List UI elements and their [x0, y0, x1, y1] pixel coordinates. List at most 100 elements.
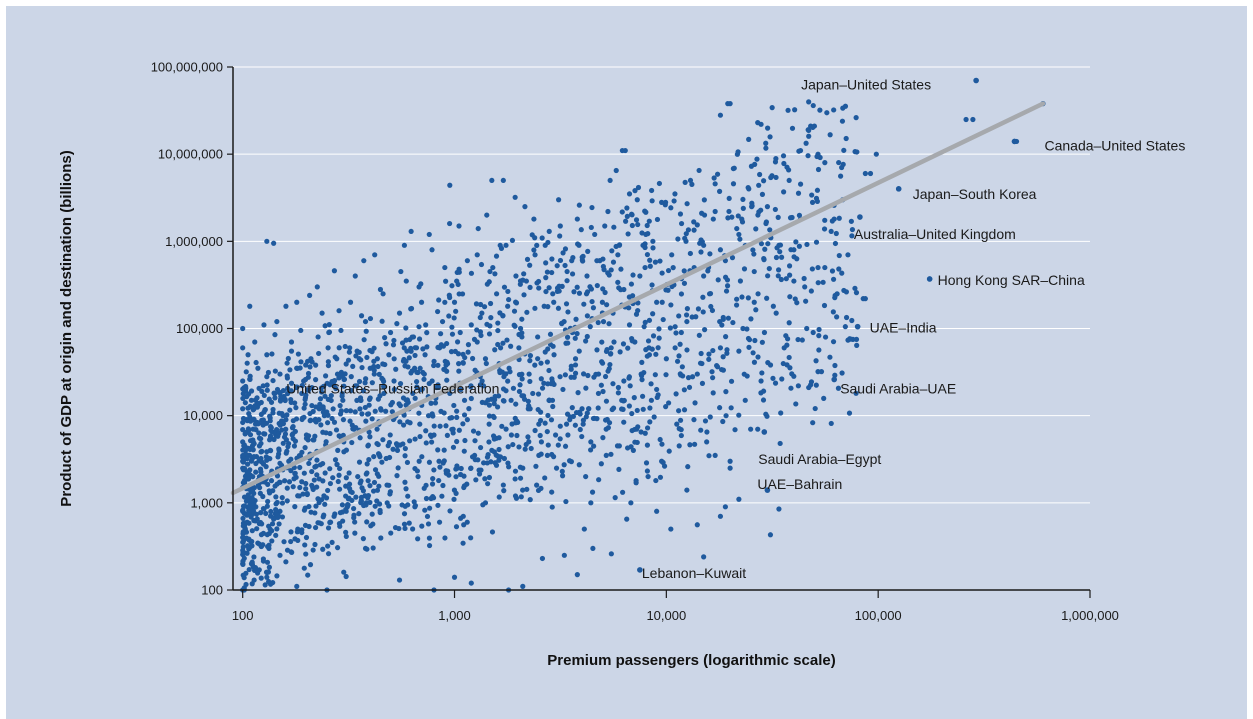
data-point — [341, 569, 347, 575]
data-point — [367, 347, 373, 354]
data-point — [341, 383, 347, 389]
data-point — [642, 264, 648, 271]
data-point — [634, 407, 640, 414]
data-point — [681, 268, 687, 274]
data-point — [508, 397, 514, 403]
data-point — [564, 278, 570, 284]
data-point — [831, 107, 837, 113]
data-point — [613, 167, 619, 174]
data-point — [447, 390, 453, 397]
data-point — [546, 285, 552, 291]
data-point — [778, 276, 784, 283]
data-point — [323, 439, 329, 445]
data-point — [650, 311, 656, 317]
data-point — [402, 453, 408, 459]
data-point — [557, 223, 563, 229]
data-point — [814, 187, 821, 193]
data-point — [620, 489, 626, 495]
data-point — [444, 377, 450, 383]
data-point — [419, 386, 425, 392]
data-point — [301, 405, 307, 411]
data-point — [602, 373, 609, 380]
data-point — [449, 283, 455, 289]
data-point — [607, 177, 613, 184]
data-point — [519, 316, 525, 322]
data-point — [592, 231, 598, 238]
data-point — [307, 562, 314, 568]
data-point — [421, 376, 427, 382]
data-point — [639, 359, 645, 365]
data-point — [284, 498, 290, 504]
data-point — [793, 239, 799, 245]
data-point — [323, 373, 329, 379]
data-point — [542, 349, 548, 355]
data-point — [454, 414, 460, 420]
data-point — [804, 241, 810, 248]
data-point — [527, 497, 533, 503]
data-point — [290, 431, 296, 437]
data-point — [442, 264, 448, 271]
data-point — [396, 310, 403, 316]
data-point — [322, 501, 328, 507]
data-point — [402, 445, 408, 452]
data-point — [584, 313, 590, 319]
data-point — [849, 233, 855, 239]
data-point — [279, 500, 286, 506]
data-point — [446, 313, 452, 319]
annotated-point — [831, 376, 837, 383]
data-point — [765, 273, 771, 279]
data-point — [240, 378, 246, 384]
data-point — [294, 583, 300, 589]
data-point — [276, 451, 282, 457]
data-point — [761, 257, 767, 263]
data-point — [402, 479, 408, 485]
trend-line — [230, 101, 1046, 496]
data-point — [829, 218, 835, 224]
data-point — [415, 473, 421, 480]
data-point — [550, 454, 557, 460]
data-point — [288, 468, 294, 474]
data-point — [673, 330, 679, 336]
data-point — [489, 529, 496, 535]
data-point — [471, 336, 478, 342]
data-point — [519, 371, 525, 377]
data-point — [263, 420, 270, 426]
data-point — [796, 243, 802, 249]
data-point — [715, 277, 721, 283]
data-point — [499, 423, 505, 429]
data-point — [786, 354, 792, 361]
data-point — [299, 390, 305, 397]
data-point — [712, 208, 718, 215]
data-point — [656, 326, 662, 332]
data-point — [673, 391, 679, 397]
data-point — [326, 321, 332, 328]
data-point — [436, 477, 442, 484]
data-point — [748, 316, 754, 322]
data-point — [449, 324, 455, 330]
data-point — [769, 105, 775, 111]
data-point — [678, 291, 685, 297]
data-point — [288, 339, 295, 345]
data-point — [453, 308, 459, 314]
data-point — [244, 456, 250, 462]
data-point — [538, 417, 544, 424]
data-point — [761, 388, 767, 394]
data-point — [503, 426, 509, 432]
data-point — [652, 259, 659, 265]
data-point — [390, 342, 397, 348]
data-point — [410, 526, 416, 532]
data-point — [759, 191, 766, 197]
y-tick-label: 1,000 — [190, 495, 223, 510]
data-point — [572, 335, 578, 341]
data-point — [492, 460, 498, 466]
data-point — [588, 224, 594, 231]
data-point — [326, 329, 333, 335]
data-point — [328, 397, 334, 404]
data-point — [309, 468, 315, 475]
data-point — [488, 315, 494, 321]
data-point — [401, 242, 408, 248]
data-point — [601, 267, 607, 273]
data-point — [821, 302, 828, 309]
data-point — [285, 385, 291, 391]
y-tick-label: 10,000,000 — [158, 147, 223, 162]
